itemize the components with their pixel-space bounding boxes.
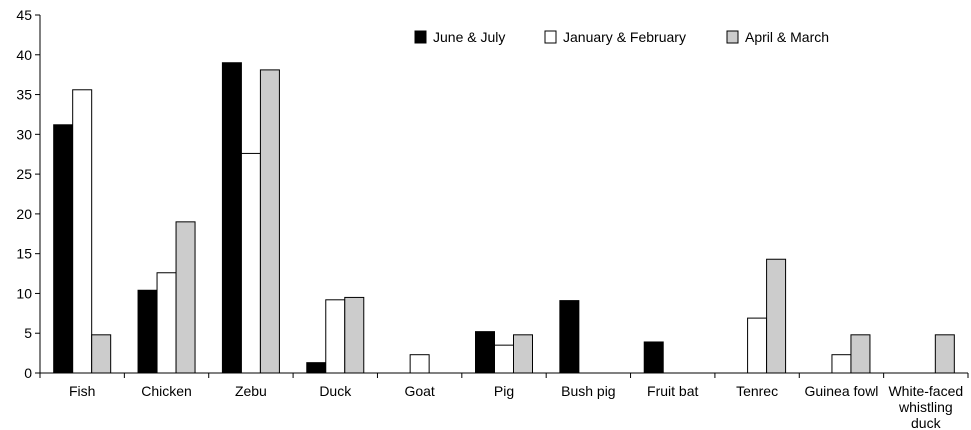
x-tick-label-line: Chicken [141, 383, 192, 399]
bar-chicken-series-0 [137, 289, 158, 374]
x-tick-label: Goat [404, 383, 434, 399]
bar-fruit-bat-series-0 [643, 341, 664, 374]
x-tick-label-line: Bush pig [561, 383, 615, 399]
x-tick-label: Zebu [235, 383, 267, 399]
bar-guinea-fowl-series-1 [831, 354, 852, 374]
bar-duck-series-2 [344, 296, 365, 374]
y-tick-label: 10 [16, 285, 32, 301]
bar-chicken-series-1 [156, 272, 177, 374]
y-tick-label: 5 [24, 325, 32, 341]
legend-label: June & July [433, 29, 505, 45]
x-tick-label-line: Duck [319, 383, 352, 399]
bar-fish-series-2 [91, 334, 112, 374]
x-tick-label-line: Fish [69, 383, 95, 399]
bar-white-faced-whistling-duck-series-2 [934, 334, 955, 374]
legend-swatch [544, 30, 557, 44]
x-tick-label-line: Fruit bat [647, 383, 698, 399]
y-tick-label: 35 [16, 87, 32, 103]
bar-duck-series-0 [306, 362, 327, 374]
y-tick-label: 20 [16, 206, 32, 222]
bar-duck-series-1 [325, 299, 346, 374]
bar-pig-series-2 [513, 334, 533, 374]
x-tick-label: Fish [69, 383, 95, 399]
bar-zebu-series-1 [240, 152, 261, 374]
y-axis: 0 5 10 15 20 25 30 35 40 45 [16, 7, 41, 381]
legend-label: April & March [745, 29, 829, 45]
x-axis: Fish Chicken Zebu Duck Goat Pig Bush pig Fruit … [39, 372, 969, 430]
x-tick-label: White-faced whistling duck [888, 383, 963, 430]
x-tick-label-line: Guinea fowl [804, 383, 878, 399]
y-tick-label: 0 [24, 365, 32, 381]
x-tick-label: Duck [319, 383, 352, 399]
bar-tenrec-series-1 [747, 317, 768, 374]
y-tick-label: 45 [16, 7, 32, 23]
legend-swatch [414, 30, 427, 44]
x-tick-label-line: White-faced [888, 383, 963, 399]
bars [53, 62, 955, 374]
x-tick-label-line: duck [911, 415, 942, 430]
bar-chicken-series-2 [175, 221, 196, 374]
y-tick-label: 25 [16, 166, 32, 182]
legend: June & July January & February April & Mar… [414, 29, 829, 45]
x-tick-label-line: whistling [898, 399, 953, 415]
bar-zebu-series-2 [259, 69, 280, 374]
x-tick-label-line: Goat [404, 383, 434, 399]
bar-fish-series-1 [72, 89, 93, 374]
bar-pig-series-1 [494, 344, 514, 374]
legend-label: January & February [563, 29, 686, 45]
x-tick-label-line: Tenrec [736, 383, 778, 399]
x-tick-label: Chicken [141, 383, 192, 399]
y-tick-label: 40 [16, 47, 32, 63]
bar-tenrec-series-2 [766, 258, 787, 374]
bar-bush-pig-series-0 [559, 300, 580, 374]
x-tick-label: Guinea fowl [804, 383, 878, 399]
x-tick-label-line: Zebu [235, 383, 267, 399]
x-tick-label: Pig [494, 383, 514, 399]
x-tick-label: Bush pig [561, 383, 615, 399]
y-tick-label: 30 [16, 126, 32, 142]
legend-swatch [726, 30, 739, 44]
y-tick-label: 15 [16, 246, 32, 262]
bar-guinea-fowl-series-2 [850, 334, 871, 374]
bar-pig-series-0 [475, 331, 495, 374]
bar-goat-series-1 [409, 354, 430, 374]
x-tick-label: Tenrec [736, 383, 778, 399]
bar-fish-series-0 [53, 124, 74, 374]
bar-zebu-series-0 [221, 62, 242, 374]
x-tick-label: Fruit bat [647, 383, 698, 399]
x-tick-label-line: Pig [494, 383, 514, 399]
